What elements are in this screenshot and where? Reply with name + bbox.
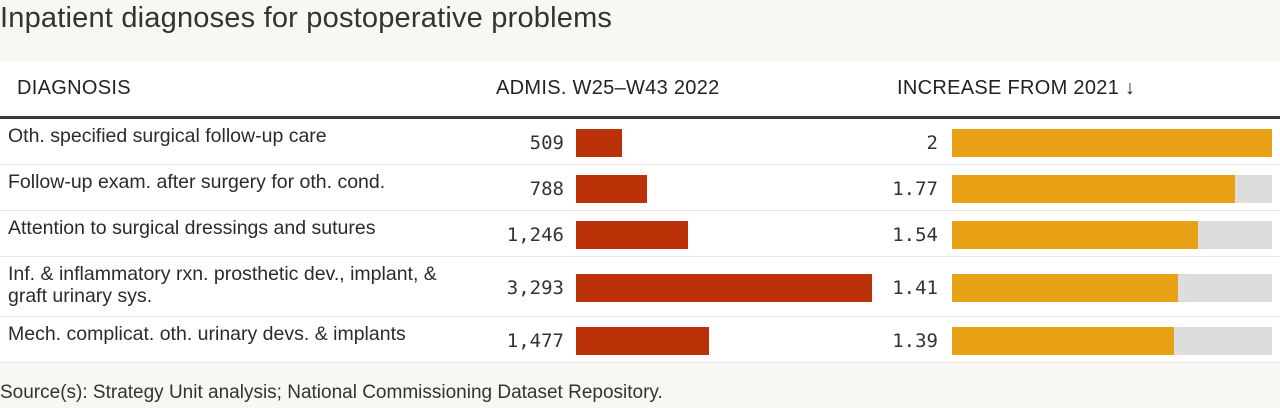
admissions-bar [576, 221, 688, 249]
column-header-admissions[interactable]: ADMIS. W25–W43 2022 [496, 77, 720, 99]
table-row: Inf. & inflammatory rxn. prosthetic dev.… [0, 257, 1280, 317]
diagnosis-label: Oth. specified surgical follow-up care [8, 125, 327, 147]
table-row: Attention to surgical dressings and sutu… [0, 211, 1280, 257]
admissions-bar [576, 327, 709, 355]
diagnosis-label: Attention to surgical dressings and sutu… [8, 217, 376, 239]
table-row: Follow-up exam. after surgery for oth. c… [0, 165, 1280, 211]
increase-bar-track [952, 129, 1272, 157]
diagnosis-label: Follow-up exam. after surgery for oth. c… [8, 171, 386, 193]
increase-bar-track [952, 175, 1272, 203]
column-header-increase[interactable]: INCREASE FROM 2021 ↓ [897, 77, 1136, 99]
admissions-bar [576, 274, 872, 302]
increase-bar-track [952, 274, 1272, 302]
admissions-value: 1,477 [506, 330, 564, 352]
page-title: Inpatient diagnoses for postoperative pr… [0, 2, 613, 34]
increase-bar [952, 129, 1272, 157]
increase-bar [952, 274, 1178, 302]
increase-bar-track [952, 327, 1272, 355]
increase-value: 1.54 [892, 224, 938, 246]
increase-value: 1.41 [892, 277, 938, 299]
diagnosis-label: Inf. & inflammatory rxn. prosthetic dev.… [8, 263, 437, 307]
admissions-value: 1,246 [506, 224, 564, 246]
admissions-bar [576, 129, 622, 157]
increase-value: 1.77 [892, 178, 938, 200]
increase-bar-track [952, 221, 1272, 249]
admissions-value: 509 [529, 132, 564, 154]
admissions-value: 788 [529, 178, 564, 200]
diagnosis-label: Mech. complicat. oth. urinary devs. & im… [8, 323, 406, 345]
increase-bar [952, 327, 1174, 355]
source-note: Source(s): Strategy Unit analysis; Natio… [0, 382, 663, 403]
column-header-diagnosis[interactable]: DIAGNOSIS [17, 77, 131, 99]
admissions-bar [576, 175, 647, 203]
table-row: Mech. complicat. oth. urinary devs. & im… [0, 317, 1280, 363]
increase-bar [952, 221, 1198, 249]
diagnoses-table: DIAGNOSIS ADMIS. W25–W43 2022 INCREASE F… [0, 61, 1280, 363]
admissions-value: 3,293 [506, 277, 564, 299]
increase-bar [952, 175, 1235, 203]
increase-value: 2 [926, 132, 938, 154]
table-header: DIAGNOSIS ADMIS. W25–W43 2022 INCREASE F… [0, 61, 1280, 119]
table-row: Oth. specified surgical follow-up care 50… [0, 119, 1280, 165]
increase-value: 1.39 [892, 330, 938, 352]
